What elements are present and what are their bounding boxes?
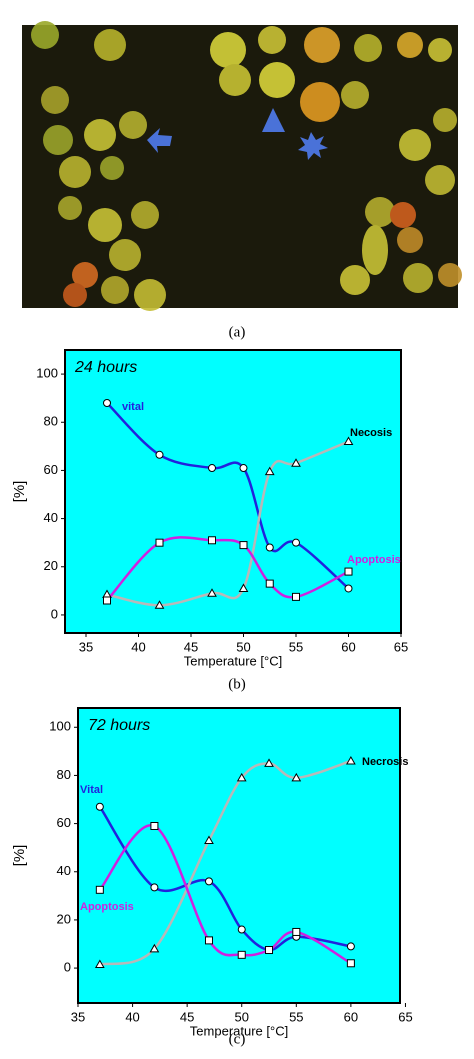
x-tick-label: 50 bbox=[236, 639, 250, 654]
marker bbox=[150, 822, 159, 830]
marker bbox=[343, 436, 354, 446]
marker bbox=[207, 588, 217, 597]
y-tick-label: 40 bbox=[44, 510, 58, 525]
series-label: Necrosis bbox=[362, 756, 408, 768]
series-label: vital bbox=[122, 401, 144, 413]
micrograph bbox=[22, 21, 462, 311]
marker bbox=[239, 464, 248, 473]
caption: (b) bbox=[228, 676, 246, 692]
marker bbox=[155, 450, 164, 459]
marker bbox=[265, 579, 274, 588]
marker bbox=[103, 398, 111, 407]
x-tick-label: 40 bbox=[131, 639, 145, 654]
marker bbox=[291, 772, 302, 782]
x-tick-label: 65 bbox=[394, 639, 408, 654]
y-tick-label: 0 bbox=[64, 960, 71, 975]
y-tick-label: 100 bbox=[36, 366, 58, 381]
marker bbox=[344, 584, 353, 593]
marker bbox=[150, 883, 159, 892]
x-tick-label: 55 bbox=[289, 639, 303, 654]
x-tick-label: 40 bbox=[125, 1009, 139, 1024]
y-axis-title: [%] bbox=[11, 845, 28, 867]
series-label: Apoptosis bbox=[347, 554, 401, 566]
y-tick-label: 100 bbox=[49, 719, 71, 734]
marker bbox=[292, 538, 300, 547]
x-tick-label: 60 bbox=[341, 639, 355, 654]
y-axis-title: [%] bbox=[11, 481, 28, 503]
series-label: Vital bbox=[80, 784, 103, 796]
marker bbox=[95, 885, 104, 894]
y-tick-label: 80 bbox=[57, 767, 71, 782]
marker bbox=[237, 925, 246, 934]
marker bbox=[95, 802, 104, 811]
x-tick-label: 35 bbox=[71, 1009, 85, 1024]
marker bbox=[204, 877, 213, 886]
marker bbox=[238, 583, 249, 592]
caption: (c) bbox=[229, 1031, 246, 1047]
marker bbox=[292, 592, 300, 601]
marker bbox=[292, 927, 301, 936]
marker bbox=[344, 567, 353, 576]
y-tick-label: 80 bbox=[44, 414, 58, 429]
series-label: Apoptosis bbox=[80, 901, 134, 913]
x-axis-title: Temperature [°C] bbox=[190, 1023, 288, 1038]
marker bbox=[204, 835, 214, 844]
marker bbox=[208, 464, 216, 473]
y-tick-label: 60 bbox=[57, 815, 71, 830]
x-tick-label: 60 bbox=[344, 1009, 358, 1024]
marker bbox=[265, 543, 274, 552]
y-tick-label: 20 bbox=[57, 911, 71, 926]
marker bbox=[94, 959, 105, 968]
marker bbox=[291, 458, 301, 467]
x-tick-label: 35 bbox=[79, 639, 93, 654]
x-tick-label: 45 bbox=[180, 1009, 194, 1024]
marker bbox=[154, 600, 165, 609]
marker bbox=[236, 772, 247, 782]
marker bbox=[265, 946, 274, 955]
marker bbox=[237, 950, 246, 959]
marker bbox=[208, 536, 216, 545]
x-tick-label: 55 bbox=[289, 1009, 303, 1024]
marker bbox=[103, 596, 111, 605]
marker bbox=[346, 959, 355, 968]
x-tick-label: 50 bbox=[234, 1009, 248, 1024]
x-tick-label: 65 bbox=[398, 1009, 412, 1024]
chart-title: 24 hours bbox=[74, 359, 137, 376]
series-label: Necosis bbox=[350, 427, 392, 439]
marker bbox=[149, 943, 160, 953]
y-tick-label: 40 bbox=[57, 863, 71, 878]
x-tick-label: 45 bbox=[184, 639, 198, 654]
y-tick-label: 0 bbox=[51, 606, 58, 621]
marker bbox=[264, 466, 275, 476]
marker bbox=[346, 755, 356, 765]
x-axis-title: Temperature [°C] bbox=[184, 653, 282, 668]
marker bbox=[264, 758, 274, 767]
marker bbox=[204, 936, 213, 945]
chart-title: 72 hours bbox=[88, 717, 150, 734]
y-tick-label: 20 bbox=[44, 558, 58, 573]
marker bbox=[346, 942, 355, 951]
y-tick-label: 60 bbox=[44, 462, 58, 477]
marker bbox=[239, 541, 248, 550]
marker bbox=[155, 538, 164, 547]
caption: (a) bbox=[229, 324, 246, 340]
